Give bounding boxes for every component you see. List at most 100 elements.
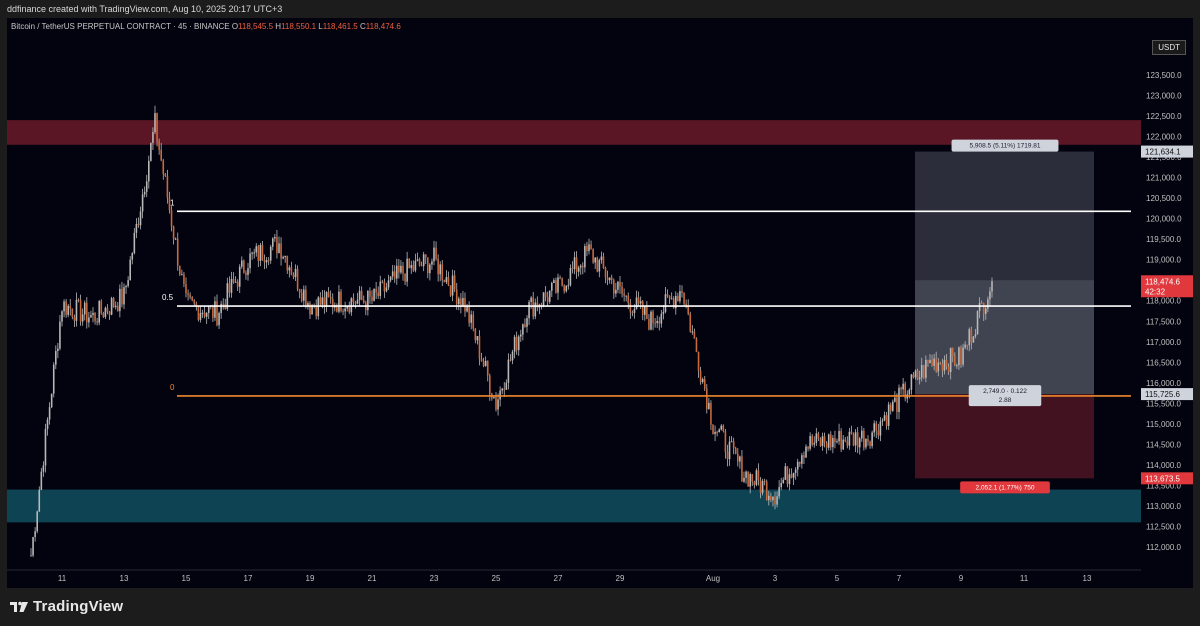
price-chart[interactable]: 1 0.5 0 5,908.5 (5.11%) 1719.81 2,749.0 · 0.… <box>7 18 1193 588</box>
candle-body <box>807 446 809 449</box>
candle-body <box>398 265 400 273</box>
chart-pane[interactable]: 1 0.5 0 5,908.5 (5.11%) 1719.81 2,749.0 · 0.… <box>7 18 1193 588</box>
time-tick: 27 <box>554 574 563 583</box>
candle-body <box>677 295 679 302</box>
candle-body <box>660 313 663 324</box>
current-price-tag <box>1141 275 1193 298</box>
candle-body <box>429 264 431 274</box>
candle-body <box>249 253 251 269</box>
candle-body <box>987 299 989 309</box>
candle-body <box>96 321 98 323</box>
target-label <box>951 139 1059 152</box>
candle-body <box>602 256 605 268</box>
tradingview-logo[interactable]: TradingView <box>9 598 123 615</box>
candle-body <box>185 283 187 294</box>
candle-body <box>121 288 123 305</box>
candle-body <box>269 246 272 261</box>
fib-label: 1 <box>170 198 175 207</box>
candle-body <box>435 247 437 259</box>
candle-body <box>379 281 382 297</box>
candle-body <box>786 466 789 485</box>
candle-body <box>391 271 394 277</box>
candle-body <box>245 272 247 275</box>
position-stop-zone[interactable] <box>915 394 1094 479</box>
candle-body <box>821 436 824 446</box>
candle-body <box>701 379 704 383</box>
candle-body <box>152 132 154 143</box>
candle-body <box>499 390 501 400</box>
price-axis[interactable] <box>1141 18 1193 588</box>
candle-body <box>623 293 625 296</box>
candle-body <box>236 281 239 287</box>
candle-body <box>92 312 94 316</box>
candle-body <box>272 238 274 247</box>
candle-body <box>298 289 301 293</box>
price-tick: 115,000.0 <box>1146 420 1182 429</box>
footer-bar: TradingView <box>0 588 1200 626</box>
price-tick: 116,000.0 <box>1146 379 1182 388</box>
candle-body <box>38 489 41 512</box>
candle-body <box>73 316 76 321</box>
support-zone[interactable] <box>7 489 1141 523</box>
candle-body <box>522 324 524 335</box>
candle-body <box>982 303 985 314</box>
candle-body <box>954 356 956 366</box>
candle-body <box>757 470 760 481</box>
candle-body <box>303 289 305 301</box>
candle-body <box>468 305 470 323</box>
target-price-tag-text: 121,634.1 <box>1145 148 1181 157</box>
candle-body <box>559 277 561 279</box>
time-tick: 17 <box>244 574 253 583</box>
candle-body <box>625 295 627 297</box>
candle-body <box>962 347 964 365</box>
candle-body <box>830 434 832 448</box>
candle-body <box>201 312 204 314</box>
stop-label <box>960 481 1050 494</box>
candle-body <box>776 496 778 505</box>
time-tick: 13 <box>120 574 129 583</box>
stop-price-tag-text: 113,673.5 <box>1145 474 1181 483</box>
candle-body <box>584 246 586 268</box>
candle-body <box>137 223 140 226</box>
candle-body <box>168 197 171 211</box>
candle-body <box>243 260 245 273</box>
price-tick: 121,500.0 <box>1146 153 1182 162</box>
position-target-zone[interactable] <box>915 151 1094 395</box>
price-tick: 114,000.0 <box>1146 461 1182 470</box>
candle-body <box>331 298 334 308</box>
candle-body <box>770 495 772 501</box>
candle-body <box>36 511 38 532</box>
candle-body <box>832 437 834 448</box>
currency-selector[interactable]: USDT <box>1152 40 1186 55</box>
candle-body <box>978 302 981 312</box>
candle-body <box>81 314 84 322</box>
candle-body <box>263 260 266 263</box>
candle-body <box>507 359 510 383</box>
candle-body <box>486 360 489 376</box>
price-tick: 117,500.0 <box>1146 317 1182 326</box>
candle-body <box>553 280 555 284</box>
candle-body <box>238 266 241 287</box>
candle-body <box>644 306 646 315</box>
candle-body <box>228 283 231 293</box>
candle-body <box>801 455 803 464</box>
candle-body <box>763 480 766 482</box>
candle-body <box>418 259 421 266</box>
candle-body <box>827 434 830 448</box>
time-tick: 13 <box>1083 574 1092 583</box>
candle-body <box>373 288 375 301</box>
candle-body <box>524 324 526 327</box>
candle-body <box>46 419 49 430</box>
candle-body <box>106 307 109 312</box>
candle-body <box>749 474 751 487</box>
candle-body <box>960 347 962 365</box>
candle-body <box>703 379 706 389</box>
candle-body <box>197 306 200 320</box>
candle-body <box>956 365 958 367</box>
candle-body <box>548 290 551 302</box>
time-tick: 25 <box>492 574 501 583</box>
candle-body <box>991 281 993 292</box>
candle-body <box>139 211 142 226</box>
price-tick: 119,500.0 <box>1146 235 1182 244</box>
candle-body <box>540 304 543 306</box>
